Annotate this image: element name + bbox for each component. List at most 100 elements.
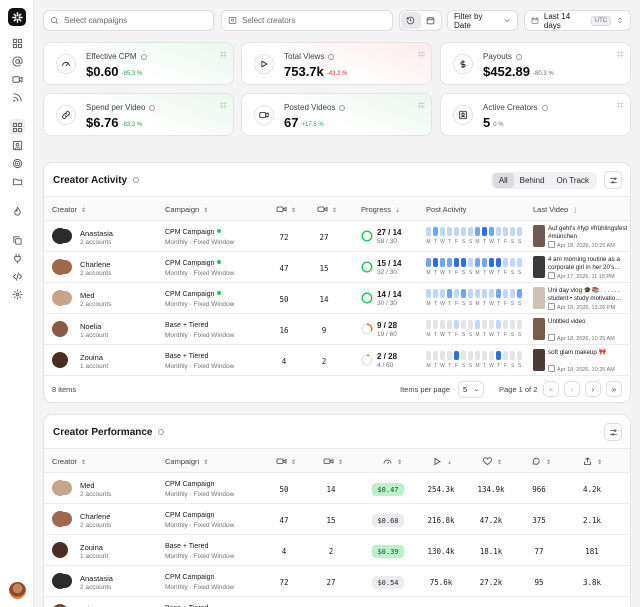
col-progress[interactable]: Progress ⇣ [361, 205, 401, 214]
campaign-select[interactable] [43, 10, 214, 31]
kpi-label: Payouts [483, 52, 512, 61]
chevron-down-icon: ⌄ [473, 387, 479, 393]
kpi-card-posted-videos[interactable]: Posted Videos 67 +17.5 % [241, 93, 432, 136]
col-views[interactable]: ⇣ [432, 457, 452, 466]
last-video[interactable]: Uni day vlog 🎓📚 . . . . . . student • st… [533, 287, 628, 311]
info-icon[interactable] [328, 54, 335, 60]
user-card-icon[interactable] [9, 137, 25, 153]
table-row[interactable]: Bri Base + Tiered [44, 597, 630, 607]
kpi-card-views[interactable]: Total Views 753.7k -43.2 % [241, 42, 432, 85]
drag-handle-icon[interactable] [418, 51, 425, 58]
day-letter: S [461, 270, 466, 276]
info-icon[interactable] [515, 54, 522, 60]
first-page-button[interactable]: « [543, 381, 559, 397]
col-creator[interactable]: Creator ⇕ [52, 457, 87, 466]
creator-search-input[interactable] [242, 16, 362, 25]
info-icon[interactable] [541, 105, 548, 111]
table-row[interactable]: Anastasia 2 accounts CPM Campaign Monthly ·… [44, 566, 630, 597]
prev-page-button[interactable]: ‹ [564, 381, 580, 397]
date-range-picker[interactable]: Last 14 days UTC [524, 10, 631, 31]
col-accounts[interactable]: ⇕ [276, 205, 296, 214]
col-creator[interactable]: Creator ⇕ [52, 205, 87, 214]
user-avatar[interactable] [9, 582, 26, 599]
history-toggle[interactable] [401, 12, 421, 29]
creator-select[interactable] [221, 10, 393, 31]
drag-handle-icon[interactable] [220, 51, 227, 58]
table-row[interactable]: Anastasia 2 accounts CPM Campaign Monthly ·… [44, 221, 630, 252]
last-video[interactable]: 4 am morning routine as a corporate girl… [533, 256, 628, 280]
rss-icon[interactable] [9, 89, 25, 105]
info-icon[interactable] [158, 429, 165, 435]
col-shares[interactable]: ⇕ [582, 457, 602, 466]
last-video[interactable]: soft glam makeup 🎀 Apr 18, 2026, 10:25 AM [533, 349, 628, 373]
flame-icon[interactable] [9, 203, 25, 219]
last-page-button[interactable]: » [606, 381, 622, 397]
col-last-video[interactable]: Last Video ⋮ [533, 205, 579, 214]
col-campaign[interactable]: Campaign ⇕ [165, 457, 209, 466]
video-thumbnail[interactable] [533, 318, 545, 340]
kpi-card-cpm[interactable]: Effective CPM $0.60 -85.3 % [43, 42, 234, 85]
filter-settings-button[interactable] [604, 423, 622, 441]
col-videos[interactable]: ⇕ [317, 205, 337, 214]
info-icon[interactable] [133, 177, 140, 183]
items-per-page-select[interactable]: 5 ⌄ [458, 381, 484, 398]
video-thumbnail[interactable] [533, 256, 545, 278]
video-thumbnail[interactable] [533, 225, 545, 247]
views-value: 130.4k [427, 547, 455, 556]
sort-icon: ⇕ [397, 460, 403, 466]
plug-icon[interactable] [9, 250, 25, 266]
dashboard-icon[interactable] [9, 35, 25, 51]
activity-bar [482, 258, 487, 267]
video-thumbnail[interactable] [533, 287, 545, 309]
col-likes[interactable]: ⇕ [482, 457, 502, 466]
drag-handle-icon[interactable] [617, 102, 624, 109]
day-letter: F [503, 363, 508, 369]
target-icon[interactable] [9, 155, 25, 171]
day-letter: T [496, 239, 501, 245]
grid-icon[interactable] [9, 119, 25, 135]
at-sign-icon[interactable] [9, 53, 25, 69]
tab-all[interactable]: All [492, 173, 514, 188]
activity-bar [510, 258, 515, 267]
kpi-card-spend-per-video[interactable]: Spend per Video $6.76 -83.2 % [43, 93, 234, 136]
app-logo[interactable] [8, 8, 26, 26]
items-count: 8 items [52, 385, 77, 394]
drag-handle-icon[interactable] [220, 102, 227, 109]
table-row[interactable]: Charlene 2 accounts CPM Campaign Monthly · … [44, 252, 630, 283]
filter-settings-button[interactable] [604, 171, 622, 189]
accounts-count: 72 [279, 578, 289, 587]
col-campaign[interactable]: Campaign ⇕ [165, 205, 209, 214]
info-icon[interactable] [140, 54, 147, 60]
drag-handle-icon[interactable] [418, 102, 425, 109]
tab-behind[interactable]: Behind [519, 176, 545, 185]
video-thumbnail[interactable] [533, 349, 545, 371]
next-page-button[interactable]: › [585, 381, 601, 397]
table-row[interactable]: Noelia 1 account Base + Tiered Monthly · Fi… [44, 314, 630, 345]
table-row[interactable]: Charlene 2 accounts CPM Campaign Monthly · … [44, 504, 630, 535]
drag-handle-icon[interactable] [617, 51, 624, 58]
table-row[interactable]: Med 2 accounts CPM Campaign Monthly · Fixed… [44, 473, 630, 504]
table-row[interactable]: Zouina 1 account Base + Tiered Monthly · Fi… [44, 345, 630, 376]
info-icon[interactable] [339, 105, 346, 111]
settings-icon[interactable] [9, 286, 25, 302]
info-icon[interactable] [149, 105, 156, 111]
folder-icon[interactable] [9, 173, 25, 189]
avatar [52, 604, 68, 607]
table-row[interactable]: Med 2 accounts CPM Campaign Monthly · Fixed… [44, 283, 630, 314]
filter-by-date-select[interactable]: Filter by Date [447, 10, 518, 31]
kpi-card-payouts[interactable]: Payouts $452.89 -80.3 % [440, 42, 631, 85]
copy-icon[interactable] [9, 232, 25, 248]
col-cpm[interactable]: ⇕ [382, 457, 402, 466]
camera-icon[interactable] [9, 71, 25, 87]
last-video[interactable]: Untitled video Apr 18, 2026, 10:25 AM [533, 318, 628, 342]
campaign-search-input[interactable] [64, 16, 184, 25]
calendar-toggle[interactable] [421, 12, 441, 29]
tab-on-track[interactable]: On Track [556, 176, 589, 185]
col-accounts[interactable]: ⇕ [276, 457, 296, 466]
code-icon[interactable] [9, 268, 25, 284]
col-comments[interactable]: ⇕ [531, 457, 551, 466]
table-row[interactable]: Zouina 1 account Base + Tiered Monthly · Fi… [44, 535, 630, 566]
last-video[interactable]: Auf geht's #fyp #frühlingsfest #münchen A… [533, 225, 628, 249]
col-videos[interactable]: ⇕ [323, 457, 343, 466]
